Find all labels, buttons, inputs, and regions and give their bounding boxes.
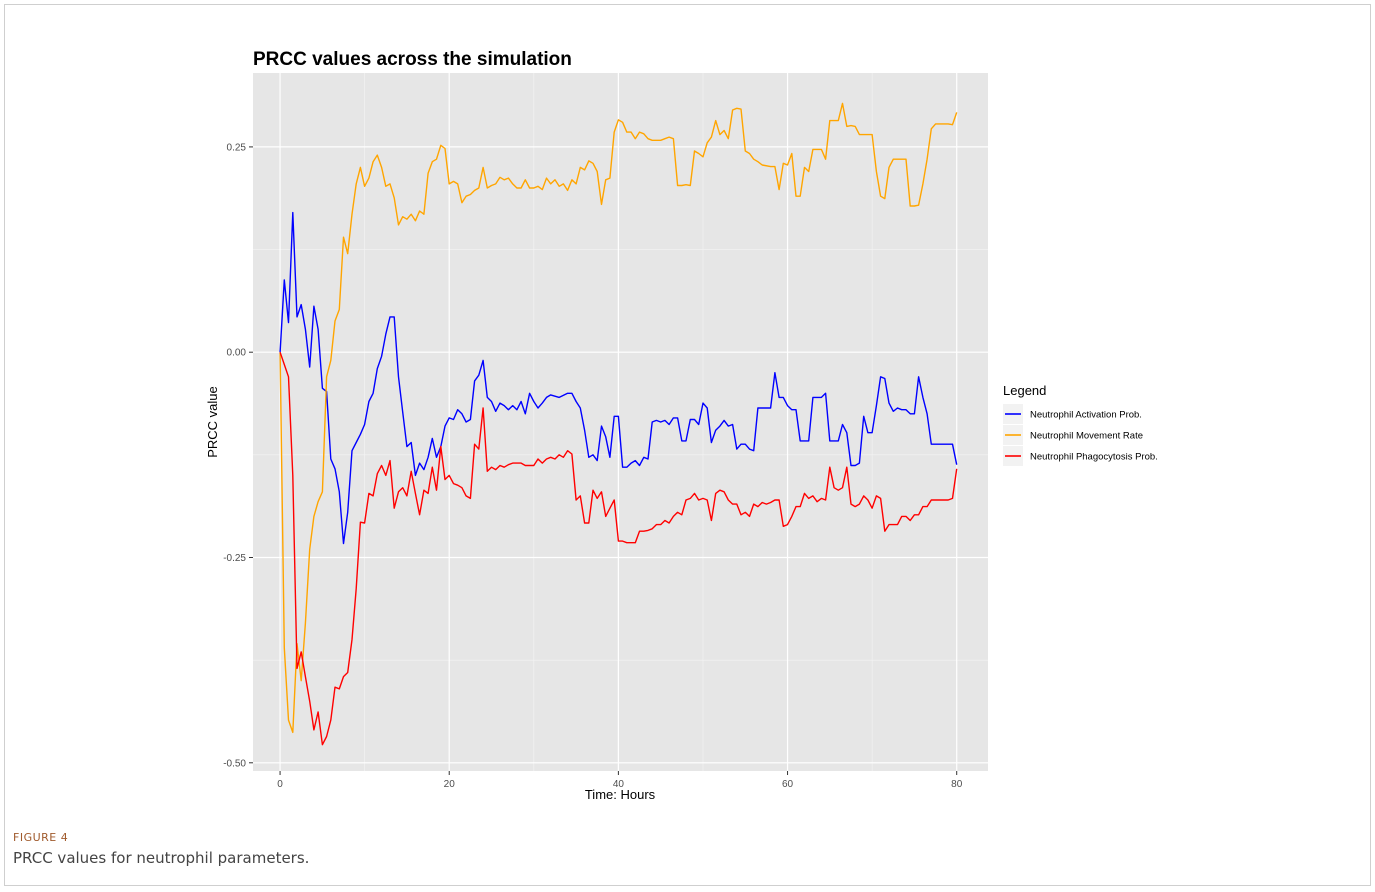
x-tick-label: 0 bbox=[277, 779, 283, 790]
x-tick-label: 80 bbox=[951, 779, 963, 790]
figure-label: FIGURE 4 bbox=[13, 831, 69, 844]
series-lines bbox=[279, 102, 958, 746]
y-axis-label: PRCC value bbox=[205, 386, 220, 458]
legend-label: Neutrophil Phagocytosis Prob. bbox=[1030, 452, 1158, 463]
legend-label: Neutrophil Movement Rate bbox=[1030, 431, 1143, 442]
prcc-line-chart: PRCC values across the simulation 0 20 40 6… bbox=[205, 49, 1158, 802]
x-axis-label: Time: Hours bbox=[585, 787, 656, 802]
series-line bbox=[279, 102, 958, 734]
figure-caption: PRCC values for neutrophil parameters. bbox=[13, 849, 310, 867]
chart-title: PRCC values across the simulation bbox=[253, 49, 572, 70]
axes: 0 20 40 60 80 -0.50 -0.25 0.00 0.25 bbox=[223, 142, 963, 790]
y-tick-label: -0.50 bbox=[223, 758, 246, 769]
x-tick-label: 40 bbox=[613, 779, 625, 790]
y-tick-label: 0.25 bbox=[227, 142, 247, 153]
y-tick-label: 0.00 bbox=[227, 348, 247, 359]
legend-label: Neutrophil Activation Prob. bbox=[1030, 410, 1142, 421]
x-tick-label: 20 bbox=[444, 779, 456, 790]
series-line bbox=[279, 211, 958, 545]
series-line bbox=[279, 351, 958, 746]
figure-panel: PRCC values across the simulation 0 20 40 6… bbox=[4, 4, 1371, 886]
legend: Legend Neutrophil Activation Prob. Neutro… bbox=[1003, 383, 1158, 466]
legend-title: Legend bbox=[1003, 383, 1046, 398]
y-tick-label: -0.25 bbox=[223, 553, 246, 564]
x-tick-label: 60 bbox=[782, 779, 794, 790]
